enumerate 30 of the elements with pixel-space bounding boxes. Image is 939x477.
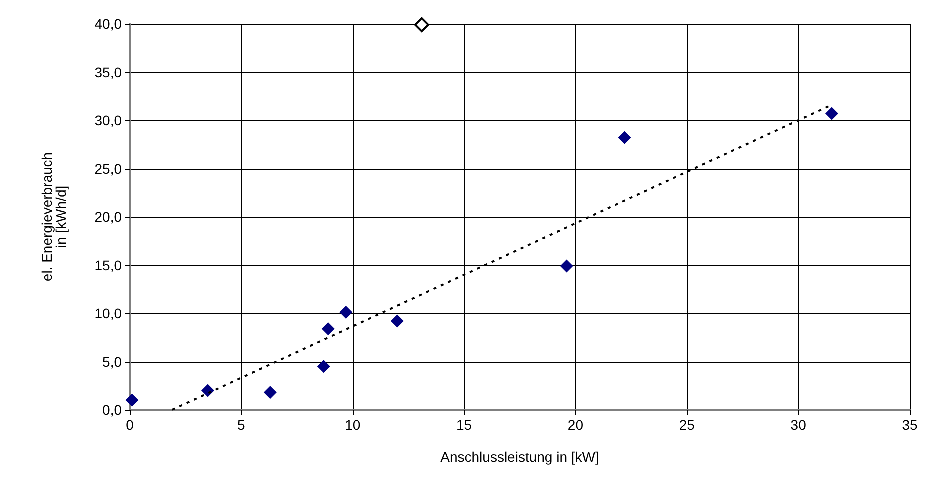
y-tick-label: 0,0 [102, 402, 122, 418]
x-tick-label: 10 [345, 417, 361, 433]
point [618, 131, 632, 144]
y-tick-label: 10,0 [94, 306, 122, 322]
x-tick-label: 15 [456, 417, 472, 433]
y-tick-label: 15,0 [94, 257, 122, 274]
point [317, 360, 330, 374]
x-tick-label: 5 [238, 417, 246, 433]
x-tick-label: 35 [902, 417, 918, 433]
y-tick-label: 30,0 [94, 112, 122, 128]
point [826, 107, 838, 120]
point [322, 322, 335, 336]
y-tick-label: 40,0 [94, 16, 122, 32]
point [560, 260, 574, 273]
point [414, 17, 430, 32]
point [202, 384, 214, 398]
x-tick-label: 20 [568, 417, 584, 433]
x-tick-label: 25 [679, 417, 696, 433]
x-axis-title: Anschlussleistung in [kW] [440, 449, 600, 465]
point [390, 314, 404, 328]
y-axis-title: el. Energieverbrauch in [kWh/d] [39, 152, 69, 282]
y-tick-label: 20,0 [94, 209, 122, 225]
x-tick-label: 0 [126, 417, 134, 433]
y-tick-label: 25,0 [94, 160, 122, 177]
x-tick-label: 30 [790, 417, 807, 433]
y-tick-label: 35,0 [94, 64, 122, 80]
y-tick-label: 5,0 [102, 354, 122, 370]
point [264, 386, 277, 400]
point [126, 394, 139, 407]
point [340, 306, 353, 320]
